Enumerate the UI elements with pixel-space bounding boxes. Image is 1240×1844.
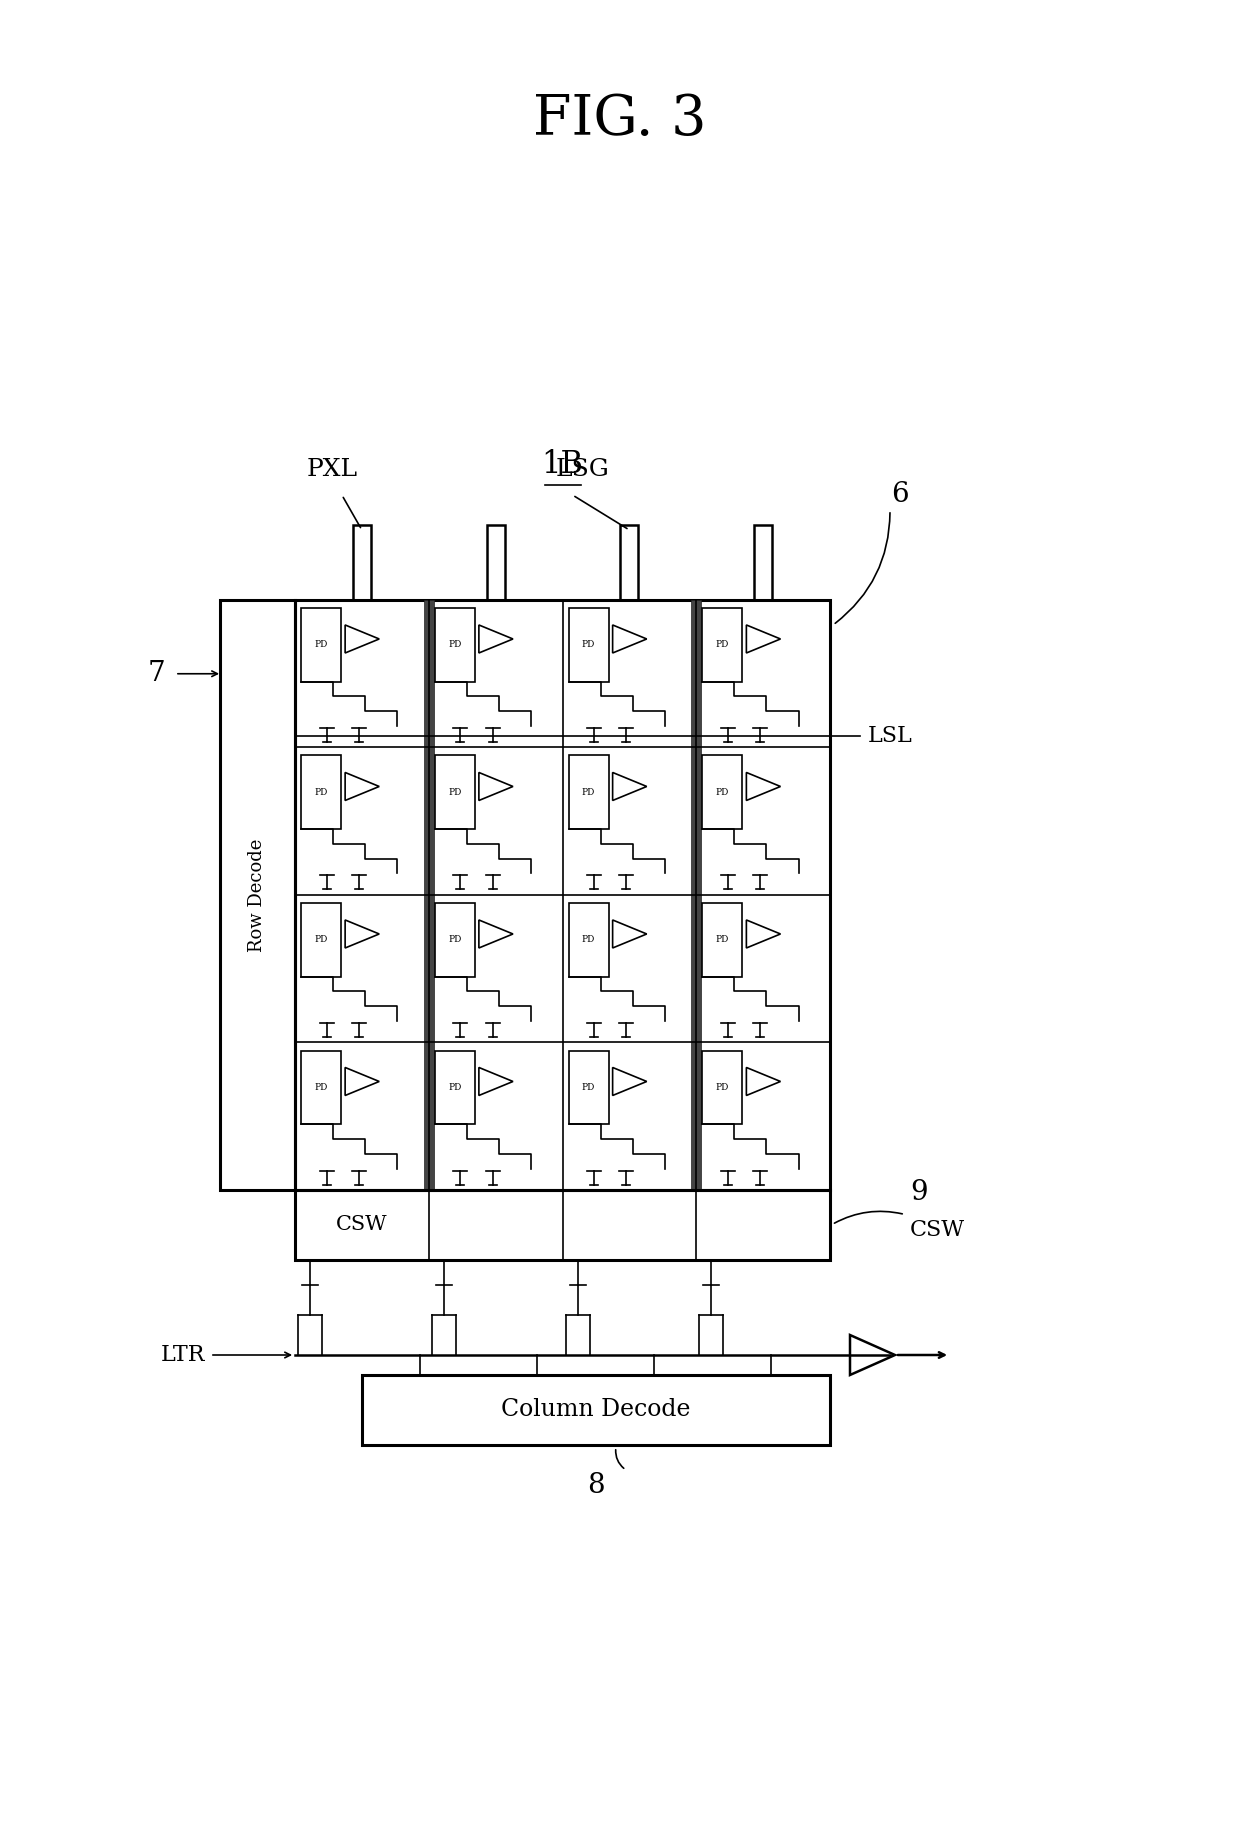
Bar xyxy=(568,609,609,682)
Bar xyxy=(754,526,773,599)
Text: Row Decode: Row Decode xyxy=(248,839,267,952)
Bar xyxy=(620,526,639,599)
Text: PD: PD xyxy=(448,1082,461,1092)
Bar xyxy=(301,1051,341,1125)
Bar xyxy=(702,904,743,977)
Text: PD: PD xyxy=(715,935,729,944)
Bar xyxy=(301,904,341,977)
Text: PD: PD xyxy=(315,1082,327,1092)
Text: PD: PD xyxy=(448,787,461,797)
Bar xyxy=(702,1051,743,1125)
Bar xyxy=(435,1051,475,1125)
Text: PD: PD xyxy=(715,787,729,797)
Text: 6: 6 xyxy=(892,481,909,509)
Text: 1B: 1B xyxy=(542,448,584,479)
Text: 8: 8 xyxy=(587,1472,605,1499)
Bar xyxy=(702,609,743,682)
Bar xyxy=(219,599,295,1189)
Text: LSL: LSL xyxy=(868,725,913,747)
Text: PD: PD xyxy=(582,935,595,944)
Bar xyxy=(362,1376,830,1446)
Text: PD: PD xyxy=(715,640,729,649)
Text: 9: 9 xyxy=(910,1178,928,1206)
Text: PD: PD xyxy=(582,1082,595,1092)
Bar xyxy=(702,756,743,830)
Text: CSW: CSW xyxy=(336,1215,388,1234)
Bar xyxy=(486,526,505,599)
Bar xyxy=(295,599,830,1189)
Bar xyxy=(435,904,475,977)
Bar xyxy=(353,526,371,599)
Text: PXL: PXL xyxy=(306,459,357,481)
Text: LTR: LTR xyxy=(160,1344,205,1366)
Text: PD: PD xyxy=(315,787,327,797)
Text: PD: PD xyxy=(448,935,461,944)
Bar xyxy=(568,904,609,977)
Bar xyxy=(568,1051,609,1125)
Bar xyxy=(435,609,475,682)
Text: PD: PD xyxy=(315,640,327,649)
Bar xyxy=(568,756,609,830)
Text: FIG. 3: FIG. 3 xyxy=(533,92,707,148)
Bar xyxy=(435,756,475,830)
Text: PD: PD xyxy=(315,935,327,944)
Bar xyxy=(301,756,341,830)
Text: PD: PD xyxy=(582,640,595,649)
Text: 7: 7 xyxy=(148,660,165,688)
Text: LSG: LSG xyxy=(556,459,609,481)
Bar xyxy=(424,599,434,1189)
Text: Column Decode: Column Decode xyxy=(501,1398,691,1422)
Text: PD: PD xyxy=(582,787,595,797)
Text: CSW: CSW xyxy=(910,1219,965,1241)
Bar xyxy=(295,1189,830,1259)
Bar xyxy=(301,609,341,682)
Bar xyxy=(691,599,702,1189)
Text: PD: PD xyxy=(715,1082,729,1092)
Text: PD: PD xyxy=(448,640,461,649)
